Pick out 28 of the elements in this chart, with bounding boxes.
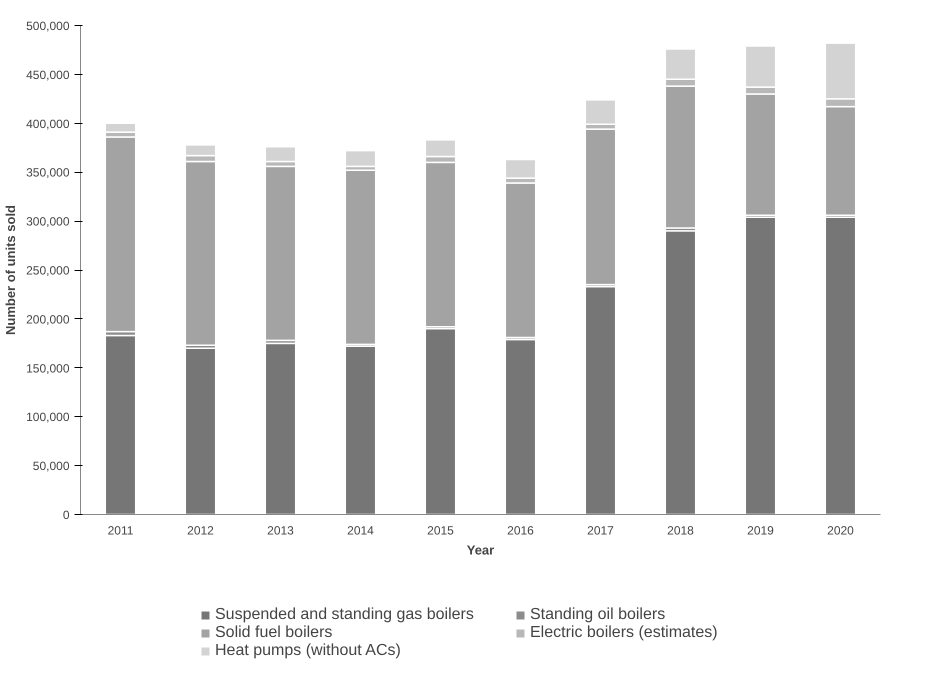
y-tick-label: 350,000 <box>26 166 70 180</box>
x-tick-label: 2018 <box>667 524 694 538</box>
y-tick-label: 300,000 <box>26 214 70 229</box>
y-tick-label: 250,000 <box>26 264 70 278</box>
x-tick-label: 2011 <box>108 524 134 538</box>
legend-label: Suspended and standing gas boilers <box>215 606 475 624</box>
legend-label: Solid fuel boilers <box>215 624 334 642</box>
x-tick-label: 2014 <box>347 524 374 538</box>
y-tick-label: 400,000 <box>26 116 70 131</box>
y-tick-label: 50,000 <box>32 459 70 474</box>
y-tick-label: 500,000 <box>26 19 70 33</box>
x-axis-title: Year <box>466 542 494 558</box>
y-tick-label: 450,000 <box>26 68 70 82</box>
x-tick-label: 2016 <box>507 524 534 538</box>
y-tick-label: 200,000 <box>26 312 70 326</box>
x-tick-label: 2012 <box>187 524 214 538</box>
x-tick-label: 2020 <box>827 524 854 538</box>
x-tick-label: 2015 <box>427 524 454 538</box>
legend-label: Heat pumps (without ACs) <box>215 642 402 660</box>
y-tick-label: 0 <box>62 508 70 522</box>
legend-label: Electric boilers (estimates) <box>530 624 719 642</box>
x-tick-label: 2019 <box>747 524 774 538</box>
x-tick-label: 2013 <box>267 524 294 538</box>
y-tick-label: 150,000 <box>26 361 70 376</box>
y-axis-title: Number of units sold <box>3 204 18 335</box>
y-tick-label: 100,000 <box>26 410 70 424</box>
legend-label: Standing oil boilers <box>530 606 666 624</box>
x-tick-label: 2017 <box>587 524 614 538</box>
